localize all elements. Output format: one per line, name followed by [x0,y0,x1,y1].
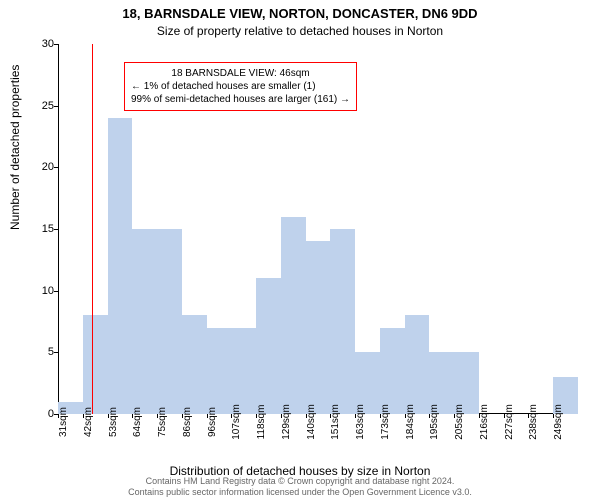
y-tick-label: 20 [42,161,54,173]
annotation-line: 18 BARNSDALE VIEW: 46sqm [131,67,350,80]
x-tick-label: 86sqm [182,407,193,437]
chart-title-main: 18, BARNSDALE VIEW, NORTON, DONCASTER, D… [0,6,600,21]
x-tick-label: 96sqm [207,407,218,437]
y-tick-label: 25 [42,100,54,112]
chart-title-sub: Size of property relative to detached ho… [0,24,600,38]
bar [132,229,157,414]
x-tick-label: 205sqm [454,404,465,440]
annotation-line: 99% of semi-detached houses are larger (… [131,93,350,106]
x-tick-label: 31sqm [58,407,69,437]
y-tick-label: 10 [42,285,54,297]
x-tick-label: 238sqm [528,404,539,440]
annotation-line: ← 1% of detached houses are smaller (1) [131,80,350,93]
y-tick-mark [54,229,58,230]
x-tick-label: 64sqm [132,407,143,437]
chart-container: 18, BARNSDALE VIEW, NORTON, DONCASTER, D… [0,0,600,500]
bar [231,328,256,414]
footer-line-1: Contains HM Land Registry data © Crown c… [146,476,455,486]
marker-line [92,44,93,414]
bar [182,315,207,414]
x-tick-label: 140sqm [306,404,317,440]
spine-left [58,44,59,414]
bar [380,328,405,414]
bar [306,241,331,414]
footer-line-2: Contains public sector information licen… [128,487,472,497]
x-tick-label: 107sqm [231,404,242,440]
x-tick-label: 195sqm [429,404,440,440]
x-tick-label: 184sqm [405,404,416,440]
bar [157,229,182,414]
bar [256,278,281,414]
bar [281,217,306,414]
x-tick-label: 151sqm [330,404,341,440]
y-tick-mark [54,44,58,45]
annotation-box: 18 BARNSDALE VIEW: 46sqm← 1% of detached… [124,62,357,111]
x-tick-label: 163sqm [355,404,366,440]
bar [330,229,355,414]
y-tick-mark [54,352,58,353]
y-tick-mark [54,167,58,168]
y-tick-label: 30 [42,38,54,50]
x-tick-label: 249sqm [553,404,564,440]
y-axis-label: Number of detached properties [8,65,22,230]
y-tick-mark [54,291,58,292]
x-tick-label: 118sqm [256,405,267,440]
x-tick-label: 75sqm [157,407,168,437]
y-tick-label: 5 [48,346,54,358]
bar [405,315,430,414]
footer-text: Contains HM Land Registry data © Crown c… [0,476,600,498]
bar [108,118,133,414]
x-tick-label: 216sqm [479,404,490,440]
y-tick-label: 0 [48,408,54,420]
y-tick-mark [54,106,58,107]
bar [83,315,108,414]
x-tick-label: 173sqm [380,404,391,440]
bar [207,328,232,414]
y-tick-label: 15 [42,223,54,235]
plot-area: 18 BARNSDALE VIEW: 46sqm← 1% of detached… [58,44,578,414]
x-tick-label: 129sqm [281,404,292,440]
x-tick-label: 227sqm [504,404,515,440]
x-tick-label: 53sqm [108,407,119,437]
x-tick-label: 42sqm [83,407,94,437]
